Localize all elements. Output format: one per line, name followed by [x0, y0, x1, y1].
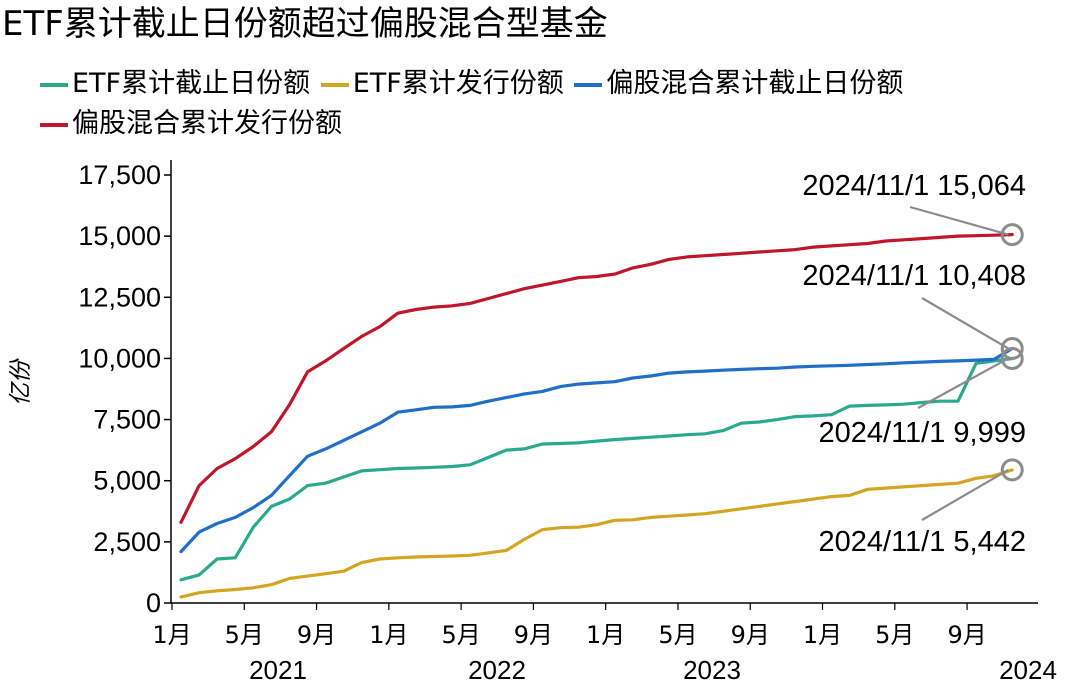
annotation-leader [917, 357, 1009, 409]
x-month-label: 1月 [152, 621, 191, 649]
x-month-label: 5月 [875, 621, 914, 649]
x-year-label: 2023 [683, 655, 741, 685]
x-month-label: 9月 [297, 621, 336, 649]
legend: ETF累计截止日份额 ETF累计发行份额 偏股混合累计截止日份额 偏股混合累计发… [40, 64, 1060, 144]
annotation-marker [1000, 336, 1024, 360]
y-tick-label: 10,000 [78, 343, 161, 373]
annotation-leader [921, 297, 1009, 350]
annotation-leader [909, 205, 1009, 236]
annotation-marker [1000, 223, 1024, 247]
annotation-label: 2024/11/1 9,999 [819, 417, 1027, 449]
annotation-marker [1000, 346, 1024, 370]
legend-item-mixed-issued: 偏股混合累计发行份额 [40, 104, 342, 144]
legend-label: ETF累计发行份额 [352, 68, 564, 99]
x-year-label: 2024 [999, 655, 1057, 685]
legend-item-etf-outstanding: ETF累计截止日份额 [40, 64, 310, 104]
legend-label: 偏股混合累计发行份额 [72, 108, 342, 139]
y-tick-label: 7,500 [93, 405, 161, 435]
x-year-label: 2021 [249, 655, 307, 685]
x-month-label: 9月 [514, 621, 553, 649]
legend-label: 偏股混合累计截止日份额 [606, 68, 904, 99]
x-month-label: 5月 [441, 621, 480, 649]
series-line [179, 346, 1014, 554]
series-line [179, 233, 1014, 524]
legend-item-mixed-outstanding: 偏股混合累计截止日份额 [574, 64, 903, 104]
x-month-label: 1月 [803, 621, 842, 649]
y-tick-label: 2,500 [93, 527, 161, 557]
annotation-label: 2024/11/1 5,442 [819, 526, 1027, 558]
x-month-label: 9月 [731, 621, 770, 649]
series-line [179, 356, 1014, 582]
legend-swatch [574, 82, 603, 87]
legend-swatch [320, 82, 349, 87]
annotation-marker [1000, 458, 1024, 482]
y-tick-label: 17,500 [78, 160, 161, 190]
x-month-label: 5月 [225, 621, 264, 649]
x-year-label: 2022 [468, 655, 526, 685]
annotation-leader [921, 468, 1009, 521]
x-month-label: 1月 [586, 621, 625, 649]
series-line [179, 468, 1014, 599]
x-month-label: 9月 [947, 621, 986, 649]
legend-item-etf-issued: ETF累计发行份额 [320, 64, 564, 104]
y-tick-label: 0 [146, 588, 161, 618]
y-axis-label: 亿份 [8, 358, 34, 406]
y-tick-label: 5,000 [93, 466, 161, 496]
legend-swatch [40, 82, 68, 87]
x-month-label: 5月 [658, 621, 697, 649]
annotation-label: 2024/11/1 15,064 [802, 170, 1026, 202]
y-tick-label: 15,000 [78, 221, 161, 251]
legend-swatch [40, 122, 68, 127]
annotation-label: 2024/11/1 10,408 [802, 260, 1026, 292]
legend-label: ETF累计截止日份额 [72, 68, 311, 99]
x-month-label: 1月 [369, 621, 408, 649]
chart-title: ETF累计截止日份额超过偏股混合型基金 [2, 4, 608, 44]
y-tick-label: 12,500 [78, 282, 161, 312]
